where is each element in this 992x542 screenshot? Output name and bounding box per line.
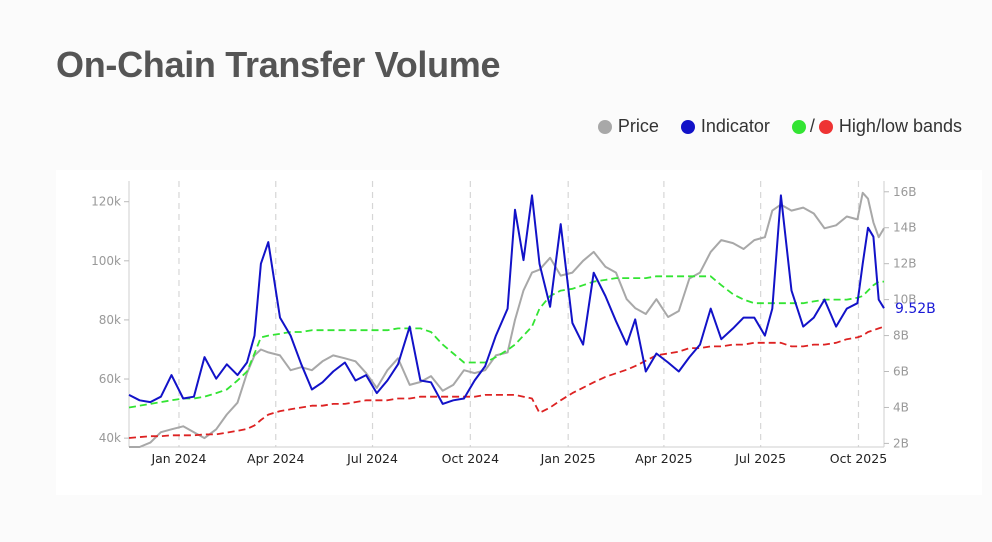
chart-panel bbox=[56, 170, 982, 495]
y-right-tick-label: 14B bbox=[893, 221, 917, 235]
x-tick-label: Jan 2025 bbox=[540, 451, 596, 466]
y-left-tick-label: 60k bbox=[99, 372, 121, 386]
chart-legend: Price Indicator / High/low bands bbox=[597, 116, 962, 137]
legend-item-indicator[interactable]: Indicator bbox=[680, 116, 770, 137]
y-left-tick-label: 40k bbox=[99, 431, 121, 445]
indicator-dot-icon bbox=[680, 119, 695, 134]
y-left-tick-label: 80k bbox=[99, 313, 121, 327]
x-tick-label: Oct 2025 bbox=[830, 451, 887, 466]
y-right-tick-label: 12B bbox=[893, 257, 917, 271]
axis-layer: Jan 2024 Apr 2024 Jul 2024 Oct 2024 Jan 2025… bbox=[91, 181, 917, 466]
legend-label-price: Price bbox=[617, 116, 659, 136]
y-left-tick-label: 120k bbox=[91, 195, 121, 209]
price-dot-icon bbox=[597, 119, 612, 134]
series-high-band-line bbox=[128, 275, 884, 409]
legend-item-bands[interactable]: / High/low bands bbox=[791, 116, 962, 137]
y-right-tick-label: 2B bbox=[893, 436, 909, 450]
x-tick-label: Oct 2024 bbox=[442, 451, 499, 466]
x-tick-label: Jul 2024 bbox=[346, 451, 398, 466]
page-title: On-Chain Transfer Volume bbox=[56, 44, 501, 85]
grid-layer bbox=[178, 181, 860, 447]
series-price-line bbox=[129, 191, 885, 448]
low-band-dot-icon bbox=[818, 119, 833, 134]
series-layer bbox=[128, 191, 885, 448]
legend-slash: / bbox=[809, 116, 815, 136]
label-layer: 9.52B bbox=[895, 301, 936, 317]
indicator-last-value-label: 9.52B bbox=[895, 301, 936, 317]
x-tick-label: Apr 2025 bbox=[635, 451, 692, 466]
legend-label-indicator: Indicator bbox=[700, 116, 770, 136]
y-right-tick-label: 6B bbox=[893, 365, 909, 379]
series-low-band-line bbox=[128, 325, 885, 439]
series-indicator-line bbox=[128, 194, 885, 405]
x-tick-label: Apr 2024 bbox=[247, 451, 304, 466]
legend-label-bands: High/low bands bbox=[838, 116, 962, 136]
high-band-dot-icon bbox=[791, 119, 806, 134]
y-right-tick-label: 16B bbox=[893, 185, 917, 199]
y-right-tick-label: 10B bbox=[893, 293, 917, 307]
x-tick-label: Jul 2025 bbox=[734, 451, 786, 466]
legend-item-price[interactable]: Price bbox=[597, 116, 659, 137]
y-left-tick-label: 100k bbox=[91, 254, 121, 268]
y-right-tick-label: 8B bbox=[893, 329, 909, 343]
x-tick-label: Jan 2024 bbox=[150, 451, 206, 466]
y-right-tick-label: 4B bbox=[893, 400, 909, 414]
